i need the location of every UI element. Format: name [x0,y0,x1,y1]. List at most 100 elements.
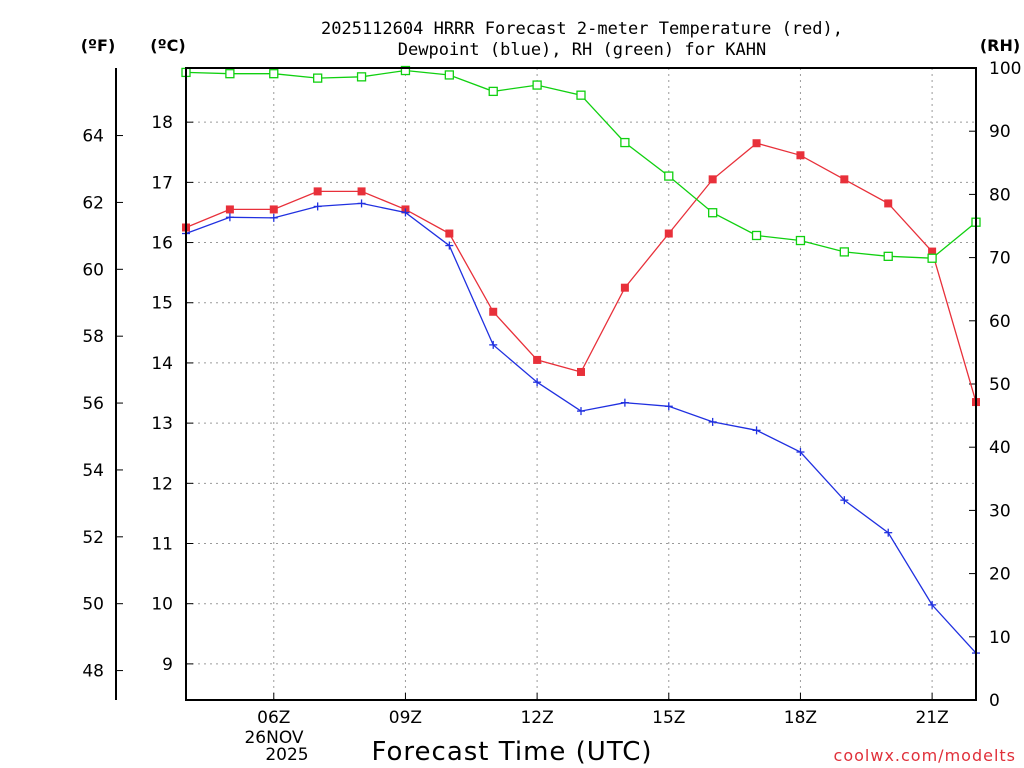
rh-tick-label: 70 [989,249,1011,269]
plot-frame [185,67,977,701]
celsius-unit-label: (ºC) [150,36,185,55]
dewpoint-point [445,241,454,250]
rh-point [708,208,718,218]
rh-point [927,253,937,263]
rh-tick-label: 50 [989,375,1011,395]
series-layer [181,65,981,658]
temperature-point [357,187,366,196]
fahrenheit-tick-label: 50 [82,595,104,615]
x-tick-label: 18Z [784,708,817,728]
rh-point [225,69,235,79]
rh-point [488,86,498,97]
celsius-tick-label: 12 [151,474,173,494]
grid [186,68,976,700]
temperature-point [489,307,498,316]
celsius-tick-label: 16 [151,234,173,254]
fahrenheit-tick-label: 56 [82,394,104,414]
celsius-tick-label: 10 [151,595,173,615]
dewpoint-point [401,208,410,217]
temperature-point [708,175,717,184]
celsius-tick-label: 17 [151,173,173,193]
rh-point [620,137,630,148]
rh-point [444,70,454,80]
x-tick-label: 12Z [520,708,553,728]
dewpoint-point [489,340,498,349]
temperature-point [313,187,322,196]
rh-point [751,230,762,241]
rh-tick-label: 10 [989,628,1011,648]
x-tick-label: 09Z [389,708,422,728]
rh-tick-label: 40 [989,438,1011,458]
rh-point [883,251,893,261]
rh-tick-label: 100 [989,59,1021,79]
temperature-line [185,142,977,403]
date-day-label: 26NOV [244,728,303,748]
rh-point [664,171,674,181]
dewpoint-point [620,398,629,407]
axes: 06Z 09Z 12Z 15Z 18Z 21Z 9 10 11 12 13 14 15 16 17 18 48 5… [82,59,1021,728]
credit-link[interactable]: coolwx.com/modelts [834,746,1016,765]
x-tick-label: 15Z [652,708,685,728]
celsius-tick-label: 14 [151,354,173,374]
rh-tick-label: 80 [989,185,1011,205]
dewpoint-point [884,528,893,537]
rh-point [269,69,279,79]
fahrenheit-tick-label: 60 [82,260,104,280]
rh-point [400,65,411,76]
temperature-point [445,229,454,238]
temperature-point [225,205,234,214]
rh-tick-label: 30 [989,501,1011,521]
rh-point [313,73,323,83]
dewpoint-point [840,496,849,505]
rh-tick-label: 0 [989,691,1000,711]
temperature-point [928,247,937,256]
fahrenheit-tick-label: 52 [82,528,104,548]
fahrenheit-tick-label: 64 [82,127,104,147]
dewpoint-point [577,407,585,416]
title-line-1: 2025112604 HRRR Forecast 2-meter Tempera… [321,19,843,39]
temperature-point [840,175,849,184]
x-tick-label: 21Z [915,708,948,728]
fahrenheit-tick-label: 54 [82,461,104,481]
dewpoint-point [225,213,234,222]
dewpoint-point [313,202,322,211]
dewpoint-point [796,448,805,457]
celsius-tick-label: 18 [151,113,173,133]
temperature-point [269,205,278,214]
dewpoint-point [357,199,366,208]
temperature-point [620,283,629,292]
fahrenheit-tick-label: 58 [82,327,104,347]
celsius-tick-label: 13 [151,414,173,434]
temperature-point [796,151,805,160]
rh-unit-label: (RH) [980,36,1020,55]
dewpoint-point [928,600,937,609]
fahrenheit-tick-label: 48 [82,662,104,682]
x-tick-label: 06Z [257,708,290,728]
chart-title: 2025112604 HRRR Forecast 2-meter Tempera… [321,19,843,60]
fahrenheit-tick-label: 62 [82,193,104,213]
dewpoint-point [533,378,542,387]
dewpoint-line [185,202,977,654]
title-line-2: Dewpoint (blue), RH (green) for KAHN [398,40,766,60]
rh-point [839,247,849,257]
x-axis-title: Forecast Time (UTC) [371,737,652,767]
celsius-tick-label: 11 [151,535,173,555]
temperature-point [884,199,893,208]
celsius-tick-label: 9 [162,655,173,675]
rh-tick-label: 20 [989,565,1011,585]
temperature-point [752,139,761,148]
temperature-point [533,355,542,364]
temperature-point [664,229,673,238]
celsius-tick-label: 15 [151,294,173,314]
rh-point [576,90,586,100]
rh-tick-label: 60 [989,312,1011,332]
rh-tick-label: 90 [989,122,1011,142]
dewpoint-point [269,213,278,222]
date-year-label: 2025 [265,745,308,765]
temperature-point [577,367,585,376]
rh-point [356,72,367,82]
fahrenheit-unit-label: (ºF) [81,36,116,55]
rh-point [532,80,542,90]
dewpoint-point [708,417,717,426]
